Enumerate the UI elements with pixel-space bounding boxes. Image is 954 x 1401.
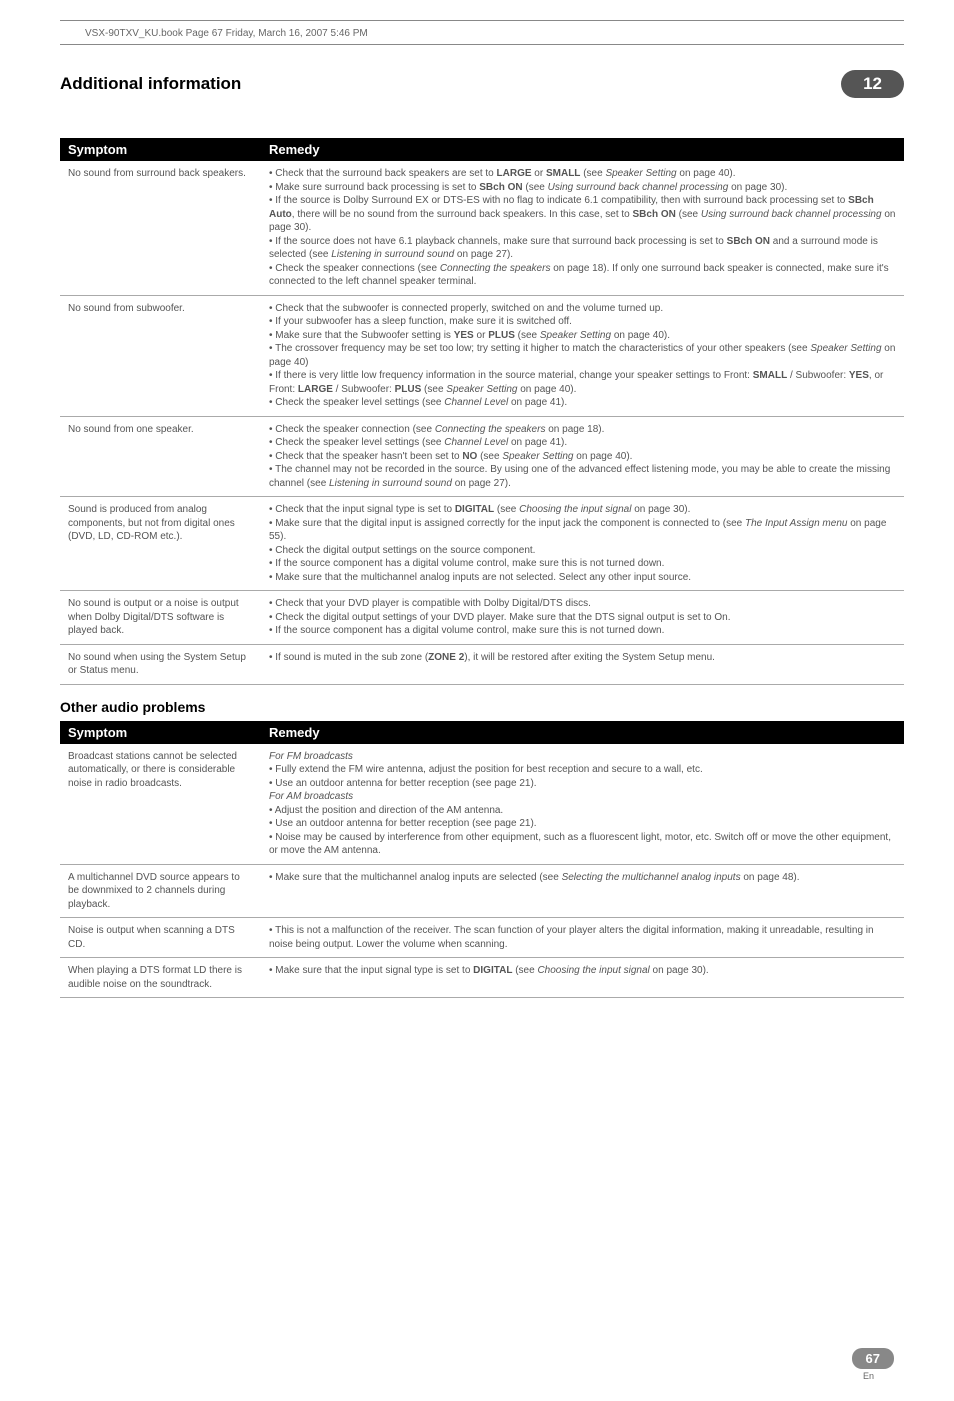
symptom-cell: No sound from one speaker. xyxy=(60,416,261,497)
remedy-cell: • Check that your DVD player is compatib… xyxy=(261,591,904,645)
remedy-cell: • Make sure that the multichannel analog… xyxy=(261,864,904,918)
th-symptom: Symptom xyxy=(60,721,261,744)
remedy-cell: • Check the speaker connection (see Conn… xyxy=(261,416,904,497)
table-row: Broadcast stations cannot be selected au… xyxy=(60,744,904,865)
table-row: No sound from surround back speakers.• C… xyxy=(60,161,904,295)
table-row: No sound from one speaker.• Check the sp… xyxy=(60,416,904,497)
remedy-cell: • If sound is muted in the sub zone (ZON… xyxy=(261,644,904,684)
section-title: Additional information xyxy=(60,74,241,94)
th-symptom: Symptom xyxy=(60,138,261,161)
remedy-cell: • This is not a malfunction of the recei… xyxy=(261,918,904,958)
lang-label: En xyxy=(60,1371,894,1381)
symptom-cell: No sound when using the System Setup or … xyxy=(60,644,261,684)
symptom-cell: No sound from subwoofer. xyxy=(60,295,261,416)
troubleshoot-table-2: Symptom Remedy Broadcast stations cannot… xyxy=(60,721,904,999)
table-row: No sound is output or a noise is output … xyxy=(60,591,904,645)
troubleshoot-table-1: Symptom Remedy No sound from surround ba… xyxy=(60,138,904,685)
table-row: When playing a DTS format LD there is au… xyxy=(60,958,904,998)
file-header: VSX-90TXV_KU.book Page 67 Friday, March … xyxy=(60,23,904,45)
remedy-cell: • Check that the input signal type is se… xyxy=(261,497,904,591)
symptom-cell: A multichannel DVD source appears to be … xyxy=(60,864,261,918)
table-row: A multichannel DVD source appears to be … xyxy=(60,864,904,918)
remedy-cell: • Make sure that the input signal type i… xyxy=(261,958,904,998)
table-row: No sound when using the System Setup or … xyxy=(60,644,904,684)
th-remedy: Remedy xyxy=(261,721,904,744)
chapter-number: 12 xyxy=(841,70,904,98)
symptom-cell: Broadcast stations cannot be selected au… xyxy=(60,744,261,865)
table-row: Sound is produced from analog components… xyxy=(60,497,904,591)
th-remedy: Remedy xyxy=(261,138,904,161)
symptom-cell: No sound from surround back speakers. xyxy=(60,161,261,295)
remedy-cell: • Check that the subwoofer is connected … xyxy=(261,295,904,416)
remedy-cell: For FM broadcasts• Fully extend the FM w… xyxy=(261,744,904,865)
remedy-cell: • Check that the surround back speakers … xyxy=(261,161,904,295)
symptom-cell: No sound is output or a noise is output … xyxy=(60,591,261,645)
page-number: 67 xyxy=(852,1348,894,1369)
table-row: No sound from subwoofer.• Check that the… xyxy=(60,295,904,416)
symptom-cell: When playing a DTS format LD there is au… xyxy=(60,958,261,998)
table-row: Noise is output when scanning a DTS CD.•… xyxy=(60,918,904,958)
subheading-other-audio: Other audio problems xyxy=(60,699,904,715)
symptom-cell: Noise is output when scanning a DTS CD. xyxy=(60,918,261,958)
symptom-cell: Sound is produced from analog components… xyxy=(60,497,261,591)
